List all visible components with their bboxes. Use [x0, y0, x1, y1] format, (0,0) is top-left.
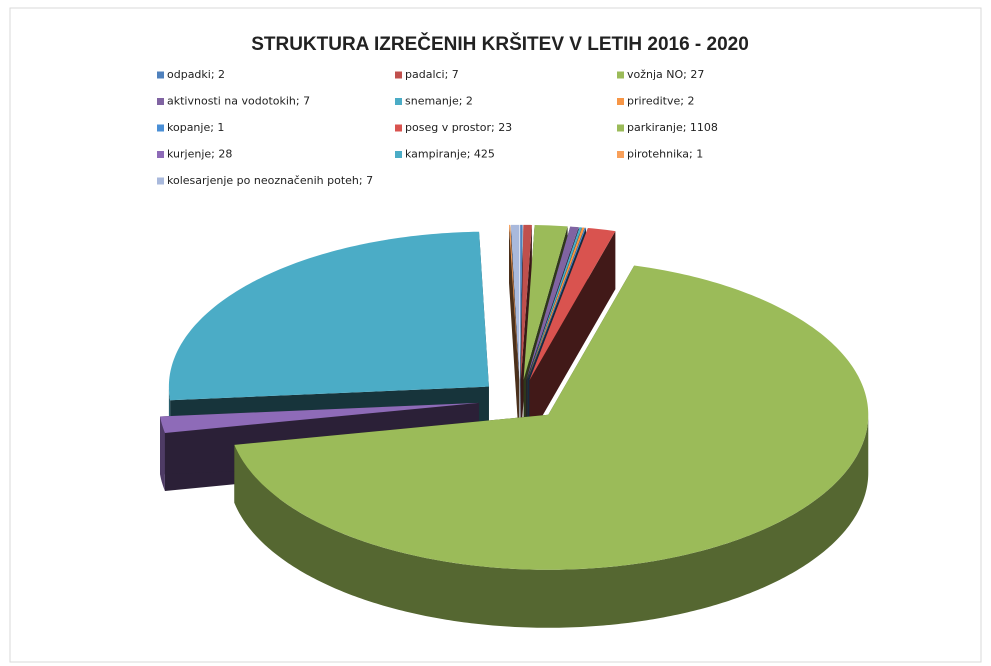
legend-label: snemanje; 2	[405, 95, 473, 108]
legend-label: poseg v prostor; 23	[405, 121, 512, 134]
legend-swatch	[617, 98, 624, 105]
legend-label: padalci; 7	[405, 68, 459, 81]
slice-top	[510, 224, 520, 380]
legend-swatch	[617, 124, 624, 132]
legend-label: odpadki; 2	[167, 68, 225, 81]
slice	[234, 265, 869, 628]
slice-wall	[160, 416, 165, 491]
slice-top	[520, 224, 532, 380]
legend-swatch	[395, 151, 402, 158]
slice-top	[527, 227, 585, 381]
legend-label: vožnja NO; 27	[627, 68, 704, 81]
slice-top	[160, 402, 479, 433]
legend-swatch	[157, 177, 164, 185]
legend-swatch	[395, 98, 402, 105]
slice-top	[234, 265, 869, 570]
slice-top	[168, 231, 489, 401]
legend-swatch	[157, 151, 164, 158]
slice	[520, 224, 523, 438]
legend-label: kolesarjenje po neoznačenih poteh; 7	[167, 174, 373, 187]
slice-top	[526, 226, 579, 381]
legend-label: kurjenje; 28	[167, 148, 232, 161]
legend-swatch	[157, 98, 164, 105]
slice-top	[509, 224, 519, 380]
slice-top	[523, 225, 568, 380]
legend-swatch	[157, 71, 164, 79]
legend-label: aktivnosti na vodotokih; 7	[167, 95, 310, 108]
legend-swatch	[395, 71, 402, 79]
slice-top	[529, 227, 616, 381]
slice-face	[529, 231, 616, 439]
chart-title: STRUKTURA IZREČENIH KRŠITEV V LETIH 2016…	[251, 33, 749, 55]
legend-swatch	[157, 124, 164, 132]
legend-label: kopanje; 1	[167, 121, 224, 134]
legend-label: kampiranje; 425	[405, 148, 495, 161]
legend-swatch	[395, 124, 402, 132]
legend-label: parkiranje; 1108	[627, 121, 718, 134]
legend-swatch	[617, 71, 624, 79]
slice-face	[510, 224, 519, 438]
slice-top	[527, 227, 587, 381]
legend-label: pirotehnika; 1	[627, 148, 703, 161]
legend-label: prireditve; 2	[627, 95, 694, 108]
slice-top	[520, 224, 523, 380]
slice-face	[520, 224, 523, 438]
slice	[529, 227, 616, 439]
slice-wall	[234, 414, 869, 628]
slice	[509, 224, 519, 438]
legend-swatch	[617, 151, 624, 158]
slice-top	[526, 227, 582, 381]
